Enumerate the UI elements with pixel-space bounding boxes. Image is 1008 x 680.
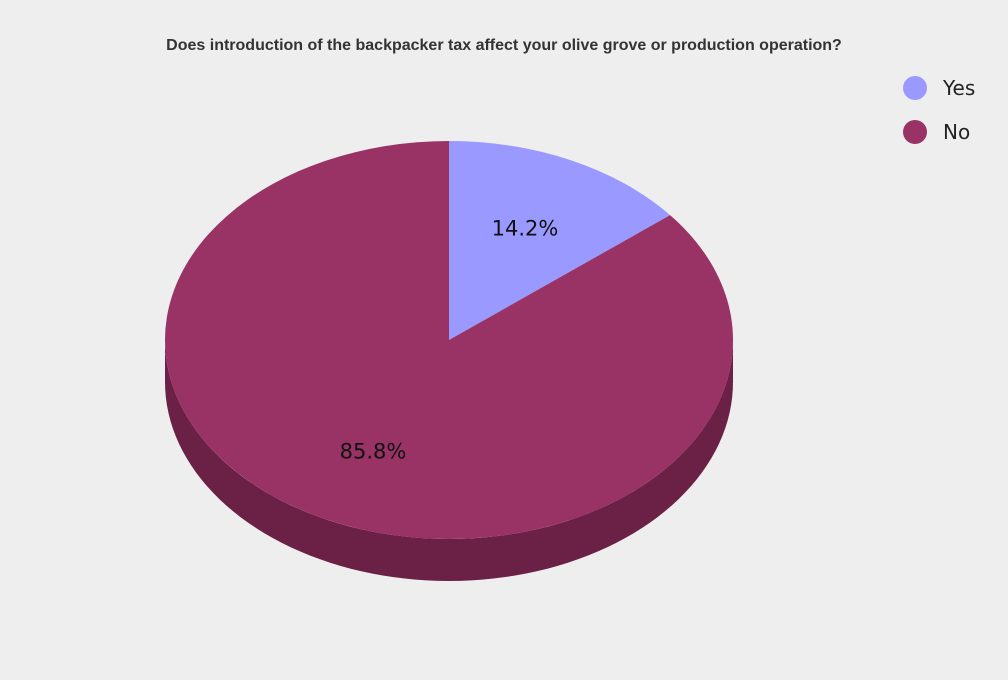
slice-label-no: 85.8% — [340, 439, 407, 463]
pie-slice-yes[interactable] — [449, 141, 671, 340]
legend-marker-no[interactable] — [903, 120, 927, 144]
pie-side-no — [165, 340, 733, 581]
legend-marker-yes[interactable] — [903, 76, 927, 100]
slice-label-yes: 14.2% — [492, 217, 559, 241]
pie-slice-no[interactable] — [164, 141, 733, 540]
slice-labels: 14.2% 85.8% — [340, 217, 559, 464]
legend: Yes No — [903, 76, 975, 144]
legend-label-yes[interactable]: Yes — [942, 76, 975, 100]
pie-group — [164, 141, 733, 581]
legend-label-no[interactable]: No — [943, 120, 970, 144]
chart-title: Does introduction of the backpacker tax … — [166, 37, 842, 54]
